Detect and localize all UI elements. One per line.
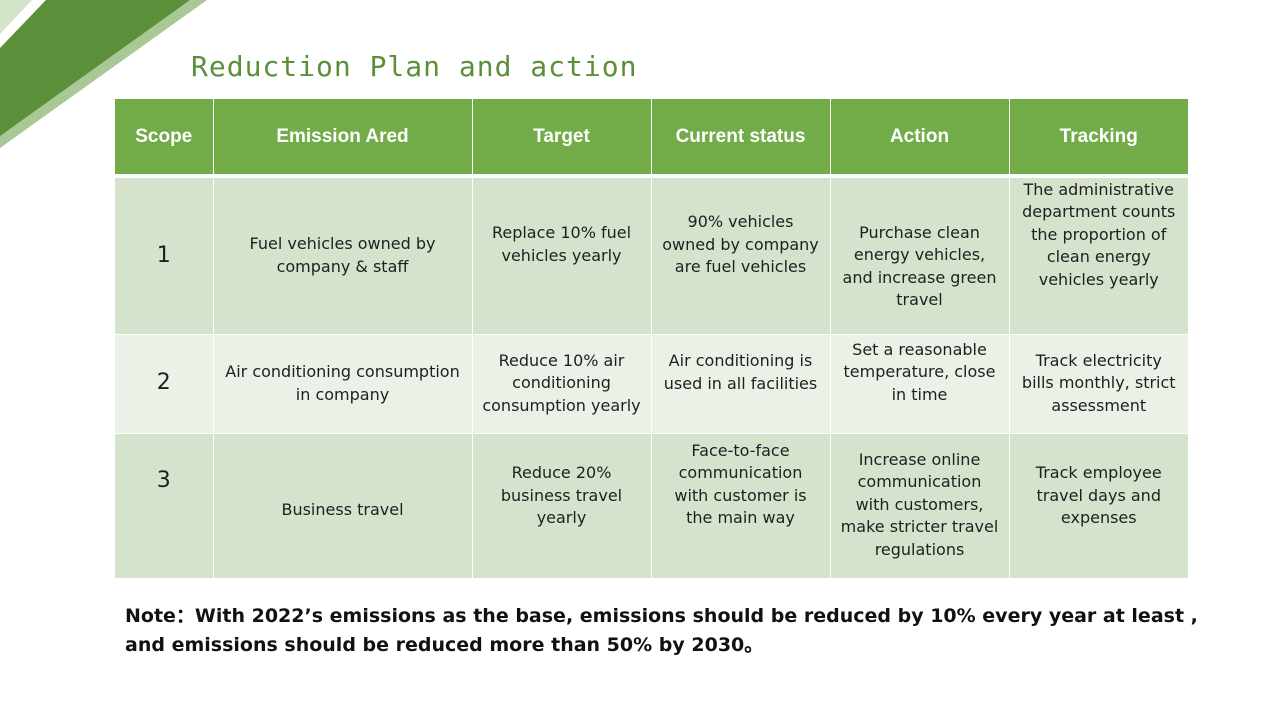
cell-emission-area: Fuel vehicles owned by company & staff — [212, 175, 472, 334]
header-target: Target — [471, 99, 651, 178]
header-action: Action — [829, 99, 1009, 178]
header-tracking: Tracking — [1008, 99, 1188, 178]
cell-emission-area: Business travel — [212, 432, 472, 578]
table-row: 1 Fuel vehicles owned by company & staff… — [115, 175, 1188, 334]
cell-scope: 2 — [115, 333, 213, 433]
table-row: 3 Business travel Reduce 20% business tr… — [115, 432, 1188, 578]
header-current-status: Current status — [650, 99, 830, 178]
header-emission-area: Emission Ared — [212, 99, 472, 178]
cell-current-status: Face-to-face communication with customer… — [650, 432, 830, 578]
corner-stripes-decoration — [0, 0, 207, 148]
cell-target: Reduce 20% business travel yearly — [471, 432, 651, 578]
cell-action: Increase online communication with custo… — [829, 432, 1009, 578]
cell-scope: 3 — [115, 432, 213, 578]
table-header-row: Scope Emission Ared Target Current statu… — [115, 99, 1188, 178]
cell-scope: 1 — [115, 175, 213, 334]
cell-target: Replace 10% fuel vehicles yearly — [471, 175, 651, 334]
cell-action: Set a reasonable temperature, close in t… — [829, 333, 1009, 433]
footnote-note: Note：With 2022’s emissions as the base, … — [125, 605, 1198, 656]
cell-action: Purchase clean energy vehicles, and incr… — [829, 175, 1009, 334]
reduction-plan-table: Scope Emission Ared Target Current statu… — [115, 99, 1188, 578]
cell-current-status: 90% vehicles owned by company are fuel v… — [650, 175, 830, 334]
cell-emission-area: Air conditioning consumption in company — [212, 333, 472, 433]
cell-tracking: The administrative department counts the… — [1008, 175, 1188, 334]
cell-tracking: Track electricity bills monthly, strict … — [1008, 333, 1188, 433]
cell-tracking: Track employee travel days and expenses — [1008, 432, 1188, 578]
table-row: 2 Air conditioning consumption in compan… — [115, 333, 1188, 433]
slide-title: Reduction Plan and action — [191, 50, 638, 83]
cell-target: Reduce 10% air conditioning consumption … — [471, 333, 651, 433]
cell-current-status: Air conditioning is used in all faciliti… — [650, 333, 830, 433]
header-scope: Scope — [115, 99, 213, 178]
